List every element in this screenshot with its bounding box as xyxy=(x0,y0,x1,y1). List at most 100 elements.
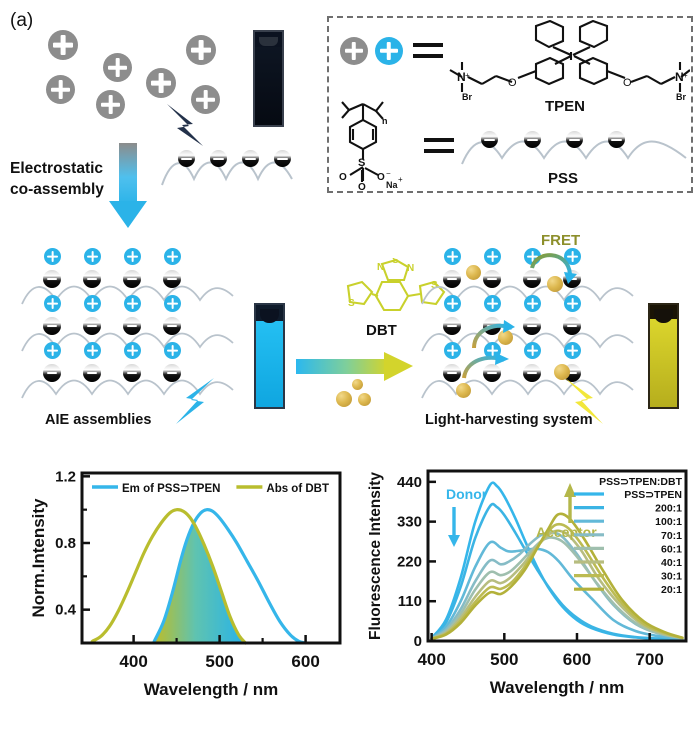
panel-b-legend-label: Abs of DBT xyxy=(266,483,329,495)
anion-icon xyxy=(443,317,461,335)
panel-c-ytick: 0 xyxy=(414,633,422,650)
anion-icon xyxy=(274,150,291,167)
grey-cation-icon xyxy=(103,53,132,82)
emission-bolt-blue-icon xyxy=(176,378,214,424)
panel-c-legend-label: 200:1 xyxy=(655,503,682,515)
pss-o-right: O xyxy=(377,172,385,183)
anion-icon xyxy=(163,364,181,382)
cyan-cation-icon xyxy=(84,342,101,359)
dbt-s-top: S xyxy=(392,258,399,266)
cyan-cation-icon xyxy=(44,248,61,265)
panel-a-letter: (a) xyxy=(10,10,34,31)
pss-na-atom: Na xyxy=(386,180,398,190)
cuvette-yellow xyxy=(648,303,679,409)
panel-b-ylabel: Norm.Intensity xyxy=(29,498,48,618)
cyan-cation-icon xyxy=(564,295,581,312)
panel-b-xtick: 400 xyxy=(119,652,147,671)
anion-icon xyxy=(163,317,181,335)
cuvette-yellow-liquid xyxy=(650,319,677,407)
pss-monomer-structure: S O O − O Na + n xyxy=(339,101,403,192)
panel-c-xtick: 400 xyxy=(417,650,445,669)
excitation-bolt-icon xyxy=(167,104,203,146)
grey-cation-icon xyxy=(191,85,220,114)
anion-icon xyxy=(83,317,101,335)
panel-c-legend-label: 40:1 xyxy=(661,557,682,569)
cyan-cation-icon xyxy=(444,248,461,265)
fret-arrow-mid-icon xyxy=(472,320,515,349)
pss-repeat-n: n xyxy=(382,116,388,126)
fret-label: FRET xyxy=(541,232,581,249)
anion-icon xyxy=(443,364,461,382)
tpen-n-left: N xyxy=(457,70,466,84)
anion-icon xyxy=(43,317,61,335)
panel-b-xtick: 500 xyxy=(205,652,233,671)
svg-text:+: + xyxy=(465,71,470,80)
dbt-n-right: N xyxy=(407,263,414,274)
panel-c-curve-7 xyxy=(430,512,684,641)
cuvette-blue-meniscus xyxy=(260,309,279,323)
panel-b-curve-0 xyxy=(152,508,308,645)
cyan-cation-icon xyxy=(444,342,461,359)
cyan-cation-icon xyxy=(484,295,501,312)
pss-o-left: O xyxy=(339,172,347,183)
tpen-structure: O O N N + + Br Br xyxy=(449,20,690,102)
dbt-particle-icon xyxy=(336,391,352,407)
cuvette-dark xyxy=(253,30,284,127)
panel-c-chart: 0 110 220 330 440 400 500 600 700 Wavelength / nm… xyxy=(350,455,700,725)
fret-arrow-top-icon xyxy=(530,253,577,284)
dbt-n-left: N xyxy=(377,262,384,273)
panel-c-curve-4 xyxy=(430,536,684,640)
dbt-s-left: S xyxy=(348,298,355,309)
acceptor-arrow-head-icon xyxy=(564,483,576,497)
cyan-cation-icon xyxy=(44,342,61,359)
panel-c-ytick: 220 xyxy=(397,553,422,570)
anion-icon xyxy=(563,317,581,335)
cuvette-blue-liquid xyxy=(256,321,283,407)
dbt-particle-icon xyxy=(352,379,363,390)
cyan-cation-icon xyxy=(164,248,181,265)
anion-icon xyxy=(123,364,141,382)
dbt-particle-icon xyxy=(466,265,481,280)
cuvette-dark-liquid xyxy=(255,47,282,125)
donor-arrow-head-icon xyxy=(448,535,460,547)
panel-b-ytick: 0.8 xyxy=(55,535,76,552)
tpen-o-left: O xyxy=(508,77,517,89)
anion-icon xyxy=(523,270,541,288)
cuvette-blue xyxy=(254,303,285,409)
legend-definition-box xyxy=(327,16,693,193)
pss-chain-legend xyxy=(461,140,687,165)
anion-icon xyxy=(524,131,541,148)
anion-icon xyxy=(43,364,61,382)
grey-cation-icon xyxy=(186,35,216,65)
cyan-cation-icon xyxy=(84,248,101,265)
pss-o-bottom: O xyxy=(358,182,366,192)
cyan-cation-icon xyxy=(524,295,541,312)
cyan-cation-icon xyxy=(524,342,541,359)
transition-arrow-icon xyxy=(296,352,413,381)
panel-c-legend-label: PSS⊃TPEN xyxy=(624,489,682,501)
anion-icon xyxy=(483,364,501,382)
panel-b-curve-1 xyxy=(90,508,247,645)
grey-cation-icon xyxy=(96,90,125,119)
anion-icon xyxy=(123,317,141,335)
anion-icon xyxy=(481,131,498,148)
dbt-particle-icon xyxy=(547,276,563,292)
dbt-particle-icon xyxy=(498,330,513,345)
panel-b-xtick: 600 xyxy=(291,652,319,671)
cyan-cation-icon xyxy=(564,342,581,359)
panel-b-xlabel: Wavelength / nm xyxy=(144,680,278,699)
cuvette-dark-meniscus xyxy=(259,37,278,46)
panel-b-chart: 0.4 0.8 1.2 400 500 600 Wavelength / nm Norm.In… xyxy=(10,455,350,725)
dbt-particle-icon xyxy=(358,393,371,406)
panel-c-xtick: 500 xyxy=(490,650,518,669)
svg-text:+: + xyxy=(683,71,688,80)
tpen-label: TPEN xyxy=(545,98,586,115)
cyan-cation-icon xyxy=(164,295,181,312)
anion-icon xyxy=(566,131,583,148)
anion-icon xyxy=(43,270,61,288)
cyan-cation-icon xyxy=(84,295,101,312)
panel-b-ytick: 1.2 xyxy=(55,468,76,485)
pss-s-atom: S xyxy=(358,157,365,169)
pss-label: PSS xyxy=(548,170,579,187)
tpen-br-left: Br xyxy=(462,92,472,102)
